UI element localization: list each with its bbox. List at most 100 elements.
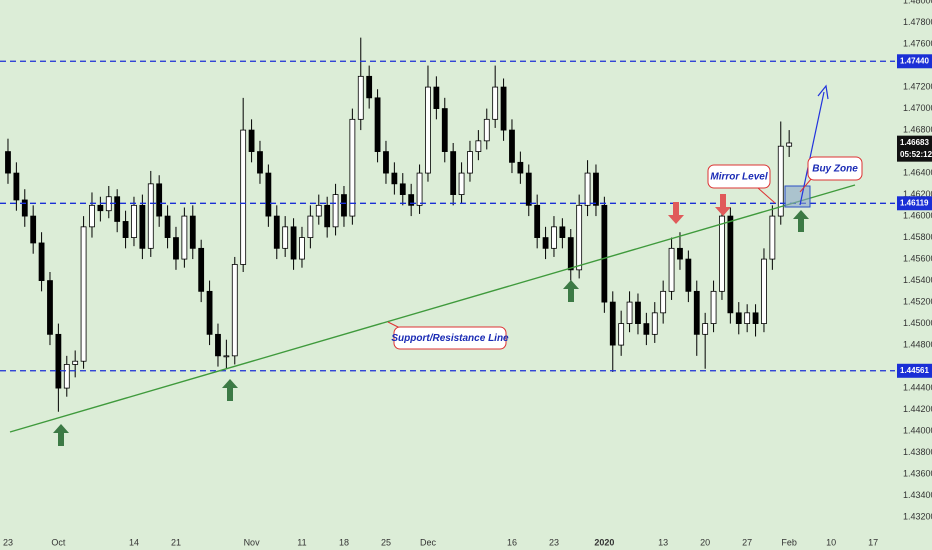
candle-body	[727, 215, 734, 314]
candle-body	[761, 258, 767, 324]
candle-body	[131, 204, 137, 238]
level-tag	[897, 196, 932, 211]
last-price-tag	[897, 135, 932, 162]
x-tick-label: 14	[129, 537, 139, 547]
y-tick-label: 1.45600	[903, 253, 932, 263]
candle-body	[618, 323, 625, 346]
x-tick-label: 23	[549, 537, 559, 547]
up-arrow	[563, 280, 579, 302]
x-tick-label: 10	[826, 537, 836, 547]
candle-body	[693, 290, 700, 335]
candle-body	[584, 172, 591, 206]
candle-body	[483, 118, 490, 142]
last-price-label: 1.46683	[900, 138, 929, 147]
candle-body	[525, 172, 532, 206]
annotation: Support/Resistance Line	[391, 333, 509, 344]
down-arrow	[715, 194, 731, 216]
y-tick-label: 1.47600	[903, 38, 932, 48]
candle-body	[189, 215, 196, 249]
x-tick-label: 27	[742, 537, 752, 547]
y-tick-label: 1.46400	[903, 167, 932, 177]
candle-body	[702, 323, 709, 335]
candle-body	[769, 215, 776, 260]
candle-body	[5, 151, 11, 174]
up-arrow	[222, 379, 238, 401]
candle-body	[399, 183, 406, 195]
x-tick-label: 17	[868, 537, 878, 547]
callout: Support/Resistance Line	[387, 321, 509, 350]
candle-body	[668, 247, 675, 292]
callout-box	[807, 156, 863, 181]
y-tick-label: 1.47800	[903, 17, 932, 27]
resistance-arrows	[668, 194, 731, 224]
candle-body	[433, 86, 440, 109]
target-arrow	[799, 91, 825, 206]
callout-box	[393, 326, 507, 350]
candle-body	[509, 129, 515, 163]
y-tick-label: 1.43600	[903, 468, 932, 478]
candle-body	[601, 204, 608, 303]
candle-body	[719, 215, 725, 292]
callout: Mirror Level	[707, 164, 776, 204]
candle-body	[38, 242, 45, 281]
candle-body	[240, 129, 247, 265]
candle-body	[677, 247, 683, 260]
y-tick-label: 1.44400	[903, 382, 932, 392]
candle-body	[752, 312, 759, 324]
candle-body	[257, 151, 263, 174]
candle-body	[467, 151, 473, 174]
up-arrow	[793, 210, 809, 232]
y-tick-label: 1.44800	[903, 339, 932, 349]
candle-body	[366, 75, 373, 99]
candle-body	[89, 204, 95, 228]
candle-body	[97, 204, 104, 212]
candle-body	[643, 323, 650, 335]
candle-body	[374, 97, 381, 152]
candle-body	[307, 215, 314, 238]
callout: Buy Zone	[799, 156, 863, 193]
candle-body	[458, 172, 465, 195]
candle-body	[282, 226, 289, 249]
buy-zone-box	[784, 185, 811, 208]
candle-body	[265, 172, 272, 217]
candle-body	[248, 129, 255, 152]
x-tick-label: 25	[381, 537, 391, 547]
candle-body	[651, 312, 658, 335]
x-tick-label: 16	[507, 537, 517, 547]
annotation: Buy Zone	[812, 164, 858, 175]
candle-body	[685, 258, 692, 292]
y-tick-label: 1.45000	[903, 318, 932, 328]
candle-body	[609, 301, 616, 346]
x-tick-label: 2020	[594, 537, 614, 547]
support-arrows	[53, 210, 809, 446]
x-tick-label: Dec	[420, 537, 437, 547]
candle-body	[47, 280, 53, 335]
candle-body	[517, 161, 524, 174]
countdown: 05:52:12	[900, 150, 932, 159]
support-line	[9, 184, 856, 433]
candle-body	[349, 118, 356, 217]
x-tick-label: 20	[700, 537, 710, 547]
level-tag-label: 1.47440	[900, 56, 929, 65]
y-tick-label: 1.47000	[903, 103, 932, 113]
candle-body	[231, 264, 238, 357]
callout-pointer	[757, 187, 776, 204]
candle-body	[173, 237, 179, 260]
candle-body	[576, 204, 583, 271]
x-tick-label: 23	[3, 537, 13, 547]
callout-pointer	[799, 177, 813, 193]
level-tag-label: 1.44561	[900, 366, 929, 375]
callout-box	[707, 164, 771, 189]
candle-body	[383, 151, 389, 174]
candle-body	[299, 237, 305, 260]
y-tick-label: 1.46800	[903, 124, 932, 134]
candle-body	[206, 290, 213, 335]
candle-body	[198, 247, 205, 292]
plot-area	[0, 37, 895, 412]
candle-body	[551, 226, 557, 249]
candle-body	[593, 172, 599, 206]
candle-body	[341, 194, 347, 217]
